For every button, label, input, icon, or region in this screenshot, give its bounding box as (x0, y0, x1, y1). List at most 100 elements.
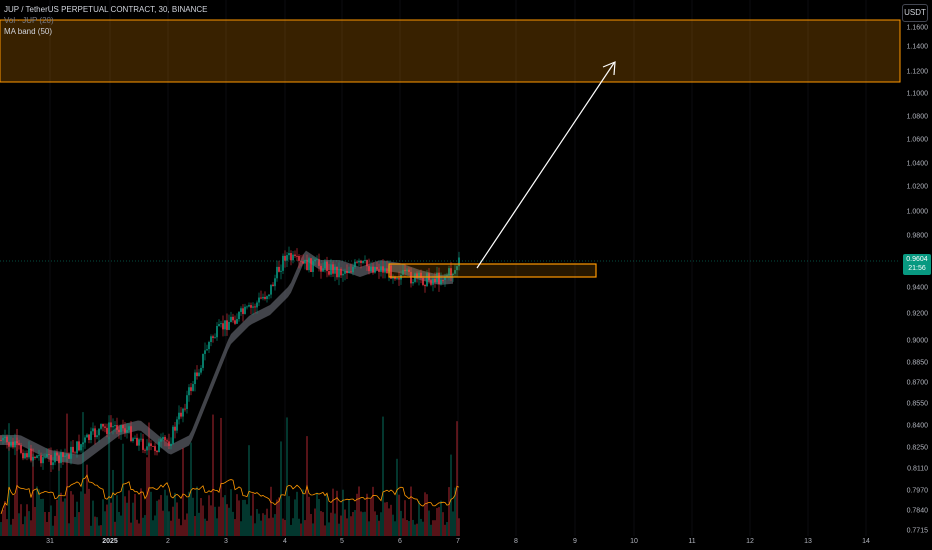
candle-body (240, 308, 242, 312)
ma-band-legend[interactable]: MA band (50) (4, 27, 53, 36)
price-tick: 1.1200 (906, 68, 928, 76)
volume-bar (252, 493, 254, 536)
candle-body (236, 319, 238, 324)
volume-bar (50, 505, 52, 536)
volume-bar (112, 469, 114, 536)
candle-body (24, 453, 26, 459)
candle-body (372, 266, 374, 273)
volume-bar (406, 520, 408, 536)
candle-body (424, 284, 426, 287)
volume-bar (270, 486, 272, 536)
candle-body (232, 316, 234, 321)
candle-body (48, 454, 50, 455)
candle-body (320, 265, 322, 272)
candle-body (84, 437, 86, 443)
candle-body (212, 336, 214, 338)
candle-body (410, 271, 412, 284)
candle-body (340, 269, 342, 276)
candle-body (154, 446, 156, 451)
volume-bar (226, 504, 228, 536)
volume-bar (14, 494, 16, 536)
time-tick: 4 (283, 538, 287, 545)
volume-bar (338, 523, 340, 536)
volume-bar (444, 524, 446, 536)
time-axis[interactable]: 31 2025 2 3 4 5 6 7 8 9 10 11 12 13 14 (0, 536, 900, 550)
volume-bar (110, 502, 112, 536)
candle-body (4, 436, 6, 438)
volume-legend[interactable]: Vol · JUP (20) (4, 16, 54, 25)
candle-body (148, 443, 150, 447)
volume-bar (10, 524, 12, 536)
candle-body (298, 256, 300, 261)
candle-body (134, 437, 136, 439)
candle-body (382, 266, 384, 273)
candle-body (102, 423, 104, 427)
chart-legend: JUP / TetherUS PERPETUAL CONTRACT, 30, B… (4, 4, 207, 37)
volume-bar (416, 523, 418, 536)
volume-bar (230, 489, 232, 536)
volume-bar (6, 519, 8, 536)
volume-bar (76, 501, 78, 536)
volume-bar (442, 512, 444, 536)
candle-body (38, 455, 40, 457)
candle-body (0, 440, 2, 441)
volume-bar (390, 504, 392, 536)
candle-body (36, 455, 38, 458)
volume-bar (162, 510, 164, 536)
volume-bar (98, 525, 100, 536)
volume-bar (286, 417, 288, 536)
volume-bar (16, 428, 18, 536)
volume-bar (424, 492, 426, 536)
volume-bar (434, 520, 436, 536)
volume-bar (8, 423, 10, 536)
volume-bar (82, 412, 84, 536)
price-tick: 0.8110 (907, 465, 928, 473)
candle-body (18, 443, 20, 446)
volume-bar (344, 509, 346, 536)
time-tick: 2025 (102, 538, 118, 545)
volume-bar (152, 520, 154, 536)
candle-body (456, 266, 458, 271)
currency-button[interactable]: USDT (902, 4, 928, 22)
time-tick: 5 (340, 538, 344, 545)
candle-body (332, 264, 334, 274)
volume-bar (276, 499, 278, 536)
volume-bar (320, 511, 322, 536)
price-tick: 0.9400 (906, 284, 928, 292)
volume-bar (256, 509, 258, 536)
candle-body (166, 440, 168, 442)
volume-bar (38, 489, 40, 536)
candle-body (114, 425, 116, 427)
candle-body (202, 353, 204, 368)
volume-bar (42, 498, 44, 536)
candle-body (358, 260, 360, 263)
volume-bar (202, 505, 204, 536)
candle-body (186, 395, 188, 409)
volume-bar (36, 486, 38, 536)
candle-body (278, 266, 280, 272)
entry-zone[interactable] (388, 263, 597, 278)
candle-body (396, 278, 398, 280)
price-tick: 1.0600 (906, 136, 928, 144)
volume-bar (160, 495, 162, 536)
resistance-zone[interactable] (0, 19, 901, 83)
volume-bar (124, 496, 126, 536)
candle-body (274, 278, 276, 287)
candle-body (422, 277, 424, 285)
candle-body (142, 438, 144, 450)
volume-bar (172, 506, 174, 536)
volume-bar (458, 518, 460, 536)
candle-body (282, 255, 284, 271)
target-arrow[interactable] (476, 61, 616, 269)
candle-body (454, 270, 456, 274)
candle-body (94, 428, 96, 438)
volume-bar (374, 511, 376, 536)
candle-body (204, 350, 206, 354)
candle-body (238, 311, 240, 320)
volume-bar (56, 499, 58, 536)
volume-bar (410, 486, 412, 536)
volume-bar (102, 499, 104, 536)
symbol-title[interactable]: JUP / TetherUS PERPETUAL CONTRACT, 30, B… (4, 5, 208, 14)
candle-body (96, 435, 98, 438)
